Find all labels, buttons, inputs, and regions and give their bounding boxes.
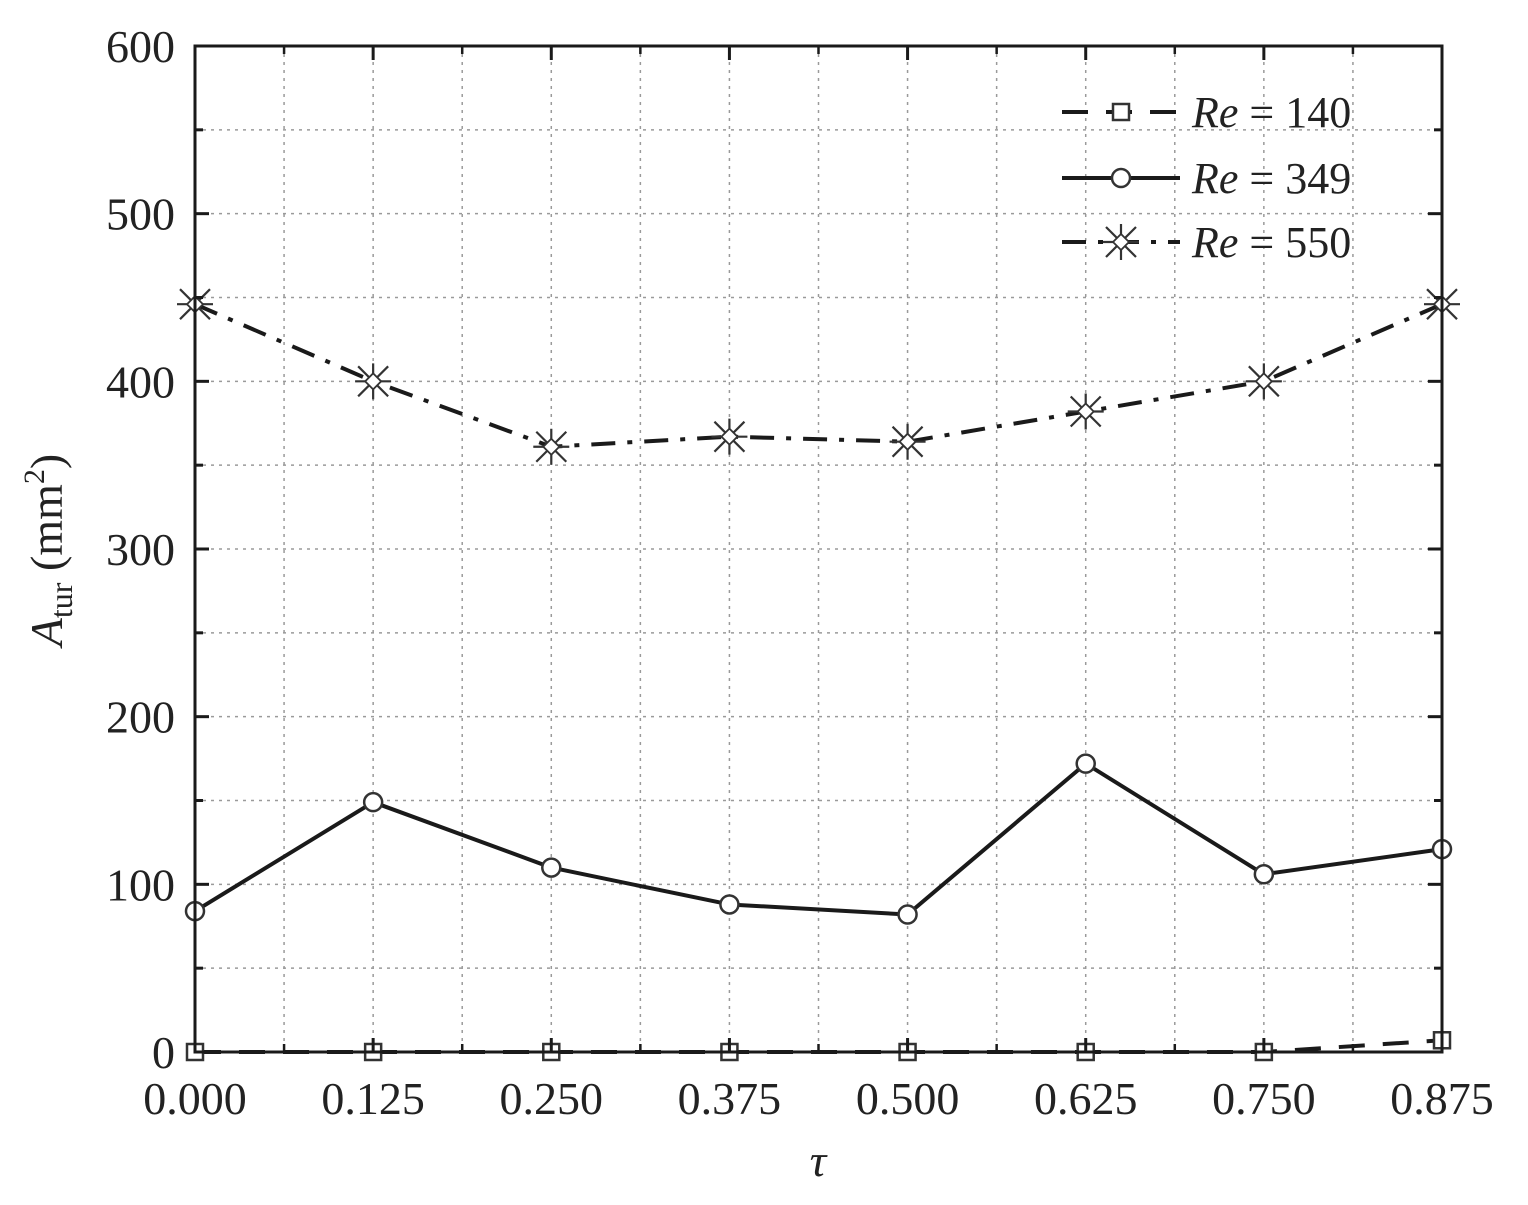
x-tick-label: 0.625 xyxy=(1034,1073,1138,1124)
legend-label-variable: Re xyxy=(1191,154,1238,203)
marker-star-center xyxy=(542,437,561,456)
axis-ticks xyxy=(193,44,1444,1054)
y-axis-unit-open: (mm xyxy=(21,484,72,583)
x-axis-title: τ xyxy=(810,1135,828,1186)
legend-label-value: = 140 xyxy=(1238,88,1351,137)
y-tick-label: 100 xyxy=(106,859,175,910)
legend-label: Re = 140 xyxy=(1191,88,1351,137)
legend-label: Re = 550 xyxy=(1191,218,1351,267)
legend-marker xyxy=(1111,102,1131,122)
y-axis-title: Atur (mm2) xyxy=(18,454,79,649)
legend-label-variable: Re xyxy=(1191,218,1238,267)
x-tick-label: 0.750 xyxy=(1212,1073,1316,1124)
series-line xyxy=(193,761,1443,917)
x-tick-label: 0.250 xyxy=(500,1073,604,1124)
data-point xyxy=(1253,864,1275,885)
y-tick-label: 400 xyxy=(106,356,175,407)
marker-star-center xyxy=(363,372,383,391)
x-tick-label: 0.125 xyxy=(321,1073,425,1124)
y-axis-unit-close: ) xyxy=(21,454,72,469)
y-axis-subscript: tur xyxy=(43,582,79,618)
y-tick-label: 300 xyxy=(106,524,175,575)
x-tick-label: 0.000 xyxy=(143,1073,247,1124)
y-tick-label: 500 xyxy=(106,189,175,240)
x-tick-label: 0.875 xyxy=(1390,1073,1494,1124)
data-point xyxy=(533,428,570,465)
marker-star-center xyxy=(898,432,917,451)
marker-star-center xyxy=(1254,372,1274,391)
legend-marker xyxy=(1103,224,1139,260)
data-point xyxy=(355,363,392,400)
x-tick-labels: 0.000 0.125 0.250 0.375 0.500 0.625 0.750 0.875 xyxy=(143,1073,1494,1124)
y-tick-label: 600 xyxy=(106,21,175,72)
y-axis-unit-sup: 2 xyxy=(18,469,51,484)
data-point xyxy=(362,791,384,813)
y-tick-labels: 0 100 200 300 400 500 600 xyxy=(106,21,175,1078)
marker-star-center xyxy=(1111,232,1131,252)
marker-star-center xyxy=(720,427,739,446)
data-point xyxy=(719,894,740,915)
data-point xyxy=(1067,393,1104,430)
series-1 xyxy=(184,753,1453,925)
data-point xyxy=(711,418,748,455)
legend-label-value: = 550 xyxy=(1238,218,1351,267)
x-tick-label: 0.375 xyxy=(678,1073,782,1124)
legend-label: Re = 349 xyxy=(1191,154,1351,203)
data-point xyxy=(889,423,926,460)
data-point xyxy=(541,857,562,878)
y-axis-symbol: A xyxy=(21,617,72,649)
data-point xyxy=(1075,753,1096,774)
series-line xyxy=(194,302,1443,449)
legend-marker xyxy=(1110,167,1132,189)
marker-star-center xyxy=(1076,402,1095,421)
legend-label-variable: Re xyxy=(1191,88,1238,137)
data-point xyxy=(897,904,918,925)
legend-label-value: = 349 xyxy=(1238,154,1351,203)
data-point xyxy=(1245,363,1282,400)
x-tick-label: 0.500 xyxy=(856,1073,960,1124)
y-tick-label: 200 xyxy=(106,692,175,743)
y-tick-label: 0 xyxy=(152,1027,175,1078)
